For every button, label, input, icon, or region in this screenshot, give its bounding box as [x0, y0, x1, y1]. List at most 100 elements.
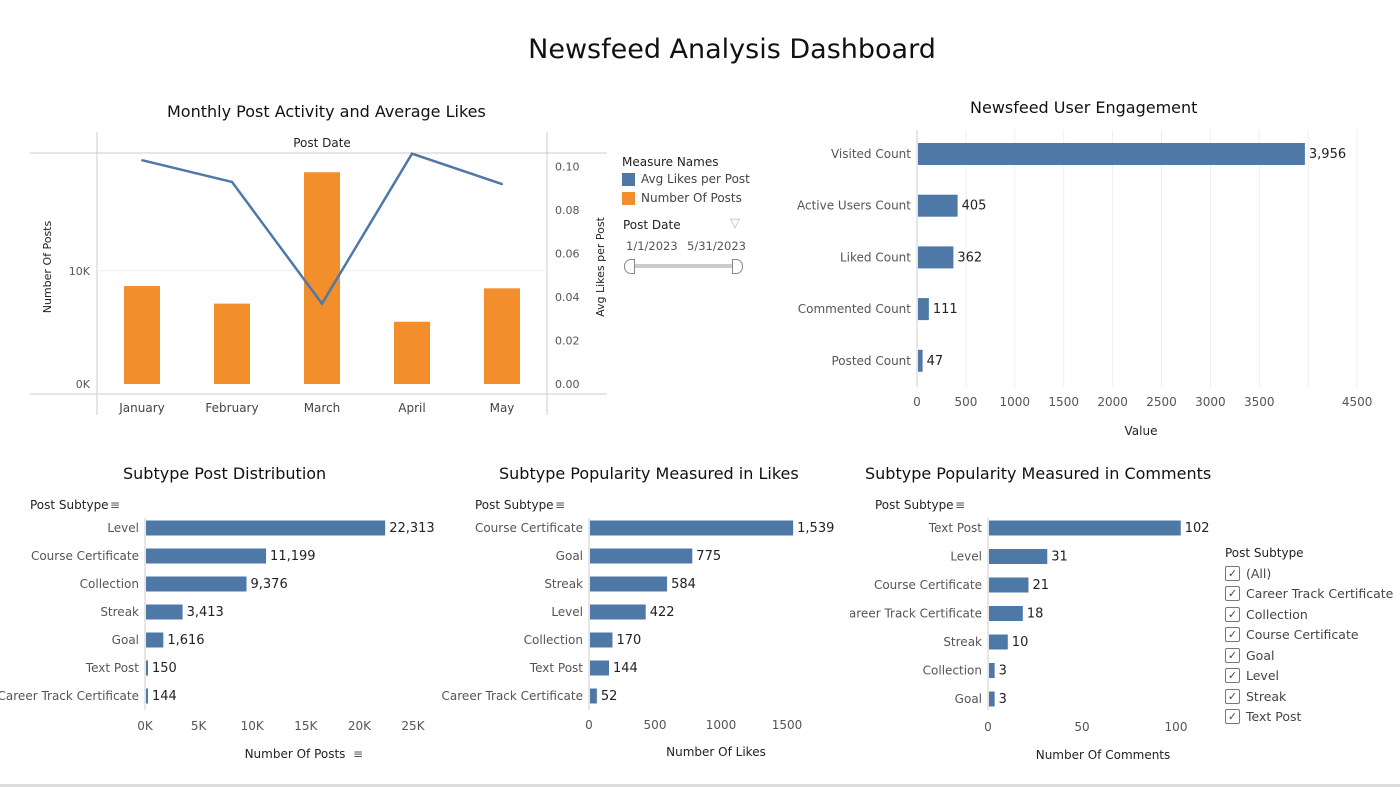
dashboard-title: Newsfeed Analysis Dashboard [528, 34, 936, 65]
x-tick-label: 25K [401, 719, 425, 733]
data-label: 3,956 [1309, 147, 1346, 162]
filter-checkbox-item[interactable]: ✓ Course Certificate [1225, 625, 1393, 646]
category-label: Collection [524, 633, 583, 647]
data-label: 102 [1185, 521, 1210, 536]
data-label: 3 [999, 664, 1007, 679]
category-label: Course Certificate [874, 578, 982, 592]
x-tick-label: 100 [1165, 720, 1188, 734]
checkbox-icon[interactable]: ✓ [1225, 606, 1240, 622]
checkbox-icon[interactable]: ✓ [1225, 565, 1240, 581]
category-label: Level [551, 605, 583, 619]
data-label: 3 [999, 692, 1007, 707]
checkbox-icon[interactable]: ✓ [1225, 647, 1240, 663]
data-label: 584 [671, 577, 696, 592]
x-tick-label: 5K [191, 719, 208, 733]
bar [590, 520, 794, 536]
checkbox-label: Collection [1246, 606, 1308, 622]
line-point-avg-likes [501, 183, 503, 186]
x-tick-label: 50 [1074, 720, 1089, 734]
data-label: 170 [616, 633, 641, 648]
x-tick-label: 15K [294, 719, 318, 733]
slider-handle-start[interactable] [624, 259, 635, 274]
category-label: Career Track Certificate [0, 689, 139, 703]
sort-icon: ≡ [955, 498, 965, 512]
checkbox-label: Course Certificate [1246, 627, 1359, 643]
bar-number-of-posts [394, 321, 430, 384]
data-label: 144 [613, 661, 638, 676]
subtype-filter-title: Post Subtype [1225, 546, 1304, 560]
data-label: 111 [933, 302, 958, 317]
header-label: Post Subtype [30, 498, 109, 512]
filter-checkbox-item[interactable]: ✓ Text Post [1225, 707, 1393, 728]
checkbox-label: (All) [1246, 565, 1272, 581]
x-axis-label: Number Of Posts [245, 747, 346, 761]
bar [590, 548, 693, 564]
filter-checkbox-item[interactable]: ✓ Goal [1225, 645, 1393, 666]
data-label: 150 [152, 661, 177, 676]
filter-checkbox-item[interactable]: ✓ Career Track Certificate [1225, 584, 1393, 605]
x-tick-label: 2500 [1146, 395, 1177, 409]
legend-item[interactable]: Number Of Posts [622, 191, 750, 205]
filter-checkbox-item[interactable]: ✓ Level [1225, 666, 1393, 687]
monthly-chart: Post Date 0K 10K 0.00 0.02 0.04 0.06 0.08 0.10 Nu… [30, 132, 607, 415]
x-tick-label: 3500 [1244, 395, 1275, 409]
bar [146, 604, 183, 620]
bar-number-of-posts [124, 286, 160, 384]
line-point-avg-likes [321, 302, 323, 305]
y2-tick-label: 0.00 [555, 378, 580, 391]
filter-icon[interactable]: ▽ [730, 216, 740, 231]
subtype-filter: Post Subtype ✓ (All) ✓ Career Track Certifi… [1225, 546, 1393, 727]
x-tick-label: April [398, 401, 425, 415]
x-tick-label: 10K [241, 719, 265, 733]
checkbox-label: Level [1246, 668, 1279, 684]
category-label: Streak [943, 635, 982, 649]
category-label: Career Track Certificate [850, 607, 982, 621]
date-range-slider[interactable] [627, 264, 739, 268]
checkbox-icon[interactable]: ✓ [1225, 627, 1240, 643]
checkbox-icon[interactable]: ✓ [1225, 668, 1240, 684]
x-tick-label: February [205, 401, 258, 415]
sort-icon: ≡ [110, 498, 120, 512]
filter-checkbox-item[interactable]: ✓ (All) [1225, 563, 1393, 584]
x-tick-label: March [304, 401, 341, 415]
category-label: Goal [955, 692, 982, 706]
bar [146, 520, 386, 536]
x-tick-label: 0 [913, 395, 921, 409]
slider-handle-end[interactable] [732, 259, 743, 274]
subtype-likes-title: Subtype Popularity Measured in Likes [499, 464, 799, 483]
checkbox-icon[interactable]: ✓ [1225, 586, 1240, 602]
bar [146, 548, 267, 564]
header-label: Post Subtype [475, 498, 554, 512]
bar [590, 576, 668, 592]
filter-checkbox-item[interactable]: ✓ Streak [1225, 686, 1393, 707]
subtype-likes-chart: Course Certificate 1,539 Goal 775 Streak 584 L… [442, 498, 835, 759]
x-tick-label: May [490, 401, 515, 415]
bar [918, 349, 923, 372]
bar [918, 143, 1305, 165]
filter-checkbox-item[interactable]: ✓ Collection [1225, 604, 1393, 625]
category-label: Career Track Certificate [442, 689, 583, 703]
category-label: Course Certificate [31, 549, 139, 563]
y-tick-label: 10K [69, 265, 91, 278]
category-label: Streak [544, 577, 583, 591]
y2-tick-label: 0.06 [555, 248, 580, 261]
line-point-avg-likes [231, 180, 233, 183]
legend-item[interactable]: Avg Likes per Post [622, 172, 750, 186]
checkbox-icon[interactable]: ✓ [1225, 688, 1240, 704]
category-label: Text Post [85, 661, 139, 675]
legend-swatch [622, 172, 635, 186]
data-label: 1,616 [167, 633, 204, 648]
subtype-comments-title: Subtype Popularity Measured in Comments [865, 464, 1212, 483]
data-label: 31 [1051, 550, 1068, 565]
checkbox-icon[interactable]: ✓ [1225, 709, 1240, 725]
checkbox-label: Career Track Certificate [1246, 586, 1394, 602]
category-label: Text Post [928, 521, 982, 535]
category-label: Posted Count [831, 354, 911, 368]
category-label: Goal [556, 549, 583, 563]
x-tick-label: 1500 [1048, 395, 1079, 409]
data-label: 9,376 [251, 577, 288, 592]
data-label: 422 [650, 605, 675, 620]
data-label: 1,539 [797, 521, 834, 536]
category-label: Text Post [529, 661, 583, 675]
